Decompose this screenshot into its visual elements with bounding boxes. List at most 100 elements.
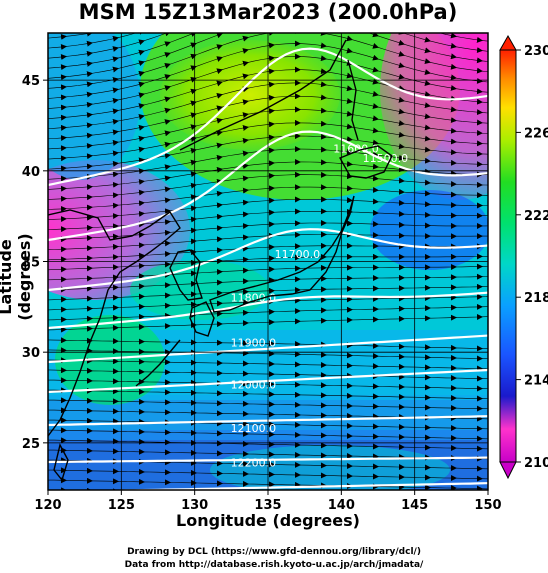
wind-arrow [86, 50, 93, 57]
title: MSM 15Z13Mar2023 (200.0hPa) [78, 0, 458, 24]
contour-line [48, 415, 488, 427]
wind-arrow [190, 88, 197, 95]
wind-arrow [372, 33, 379, 38]
wind-arrow [190, 100, 197, 107]
wind-arrow [164, 107, 171, 114]
wind-arrow [190, 76, 197, 83]
wind-arrow [138, 114, 145, 120]
wind-arrow [164, 63, 171, 69]
wind-arrow [270, 20, 274, 21]
contour-label: 12100.0 [231, 422, 277, 435]
y-tick-label: 35 [22, 256, 40, 271]
wind-arrow [268, 55, 275, 62]
wind-arrow [450, 74, 457, 81]
coastline-hokkaido [339, 145, 393, 179]
y-axis-label: Latitude (degrees) [0, 233, 34, 321]
wind-arrow [244, 13, 248, 14]
wind-arrow [164, 141, 171, 148]
wind-arrow [216, 130, 223, 137]
wind-arrow [424, 124, 431, 131]
wind-arrow [242, 150, 249, 157]
wind-arrow [86, 81, 93, 88]
wind-arrow [322, 21, 326, 22]
x-ticks: 120 125 130 135 140 145 150 [34, 33, 502, 513]
wind-arrow [424, 47, 431, 54]
contour-line [48, 291, 488, 330]
wind-arrow [242, 73, 249, 80]
wind-arrow [164, 186, 171, 193]
wind-arrow [164, 41, 171, 47]
wind-arrow [190, 112, 197, 119]
wind-arrow [424, 36, 431, 43]
wind-arrow [216, 92, 223, 99]
colorbar-ticks: 210 214 218 222 226 230 [516, 44, 548, 471]
y-tick-label: 30 [22, 346, 40, 361]
wind-arrow [478, 10, 482, 11]
wind-arrow [424, 91, 431, 98]
contour-label: 11700.0 [275, 248, 321, 261]
contour-label: 11900.0 [231, 337, 277, 350]
wind-arrow [320, 42, 327, 49]
wind-arrow [450, 33, 457, 39]
wind-arrow [424, 69, 431, 75]
wind-arrow [114, 18, 118, 19]
coastline-primorye [179, 39, 347, 151]
wind-arrow [450, 106, 457, 113]
y-tick-label: 45 [22, 74, 40, 89]
coastline-china [48, 209, 181, 437]
x-tick-label: 125 [108, 498, 135, 513]
colorbar-top-cap [499, 34, 517, 51]
wind-arrow [398, 143, 405, 150]
contours: 11700.0 11800.0 11900.0 12000.0 12100.0 12200… [48, 47, 488, 490]
contour-line [48, 456, 488, 464]
wind-arrow [424, 113, 431, 120]
wind-arrow [478, 30, 482, 31]
contour-label: 12000.0 [231, 378, 277, 391]
wind-arrow [164, 175, 171, 182]
contour-line [48, 228, 488, 292]
wind-arrow [372, 139, 379, 146]
wind-arrow [166, 11, 170, 13]
wind-arrow [452, 25, 456, 26]
wind-arrow [242, 112, 249, 119]
y-tick-label: 40 [22, 165, 40, 180]
wind-arrow [346, 35, 353, 42]
coastline-kyushu [189, 301, 215, 337]
wind-arrow [216, 142, 223, 149]
wind-arrow [166, 1, 170, 3]
wind-arrow [348, 27, 352, 28]
wind-arrow [112, 97, 119, 104]
contour-label: 12200.0 [231, 456, 277, 469]
wind-arrow [114, 28, 118, 29]
x-tick-label: 135 [254, 498, 281, 513]
wind-arrow [346, 85, 353, 92]
wind-arrow [112, 108, 119, 115]
x-tick-label: 130 [181, 498, 208, 513]
wind-arrow [112, 129, 119, 136]
wind-arrow [346, 98, 353, 104]
footer-credit-dcl: Drawing by DCL (https://www.gfd-dennou.o… [127, 547, 421, 557]
wind-arrow [450, 53, 457, 60]
wind-arrow [216, 44, 223, 50]
wind-arrow [190, 159, 197, 166]
wind-arrow [138, 81, 145, 88]
wind-arrow [372, 66, 379, 73]
wind-arrow [112, 56, 119, 63]
wind-arrow [398, 131, 405, 138]
wind-arrow [86, 40, 93, 47]
wind-arrow [138, 49, 145, 56]
wind-arrow [86, 60, 93, 67]
x-axis-label: Longitude (degrees) [176, 511, 360, 530]
wind-arrow [164, 96, 171, 103]
wind-arrow [190, 42, 197, 49]
x-tick-label: 150 [474, 498, 501, 513]
wind-arrow [138, 39, 145, 46]
wind-arrow [372, 115, 379, 122]
wind-arrow [372, 127, 379, 134]
wind-arrow [218, 0, 222, 2]
colorbar-tick-label: 230 [524, 44, 548, 59]
x-tick-label: 140 [328, 498, 355, 513]
wind-arrow [372, 103, 379, 109]
wind-arrow [450, 42, 457, 49]
wind-arrow [140, 20, 144, 21]
